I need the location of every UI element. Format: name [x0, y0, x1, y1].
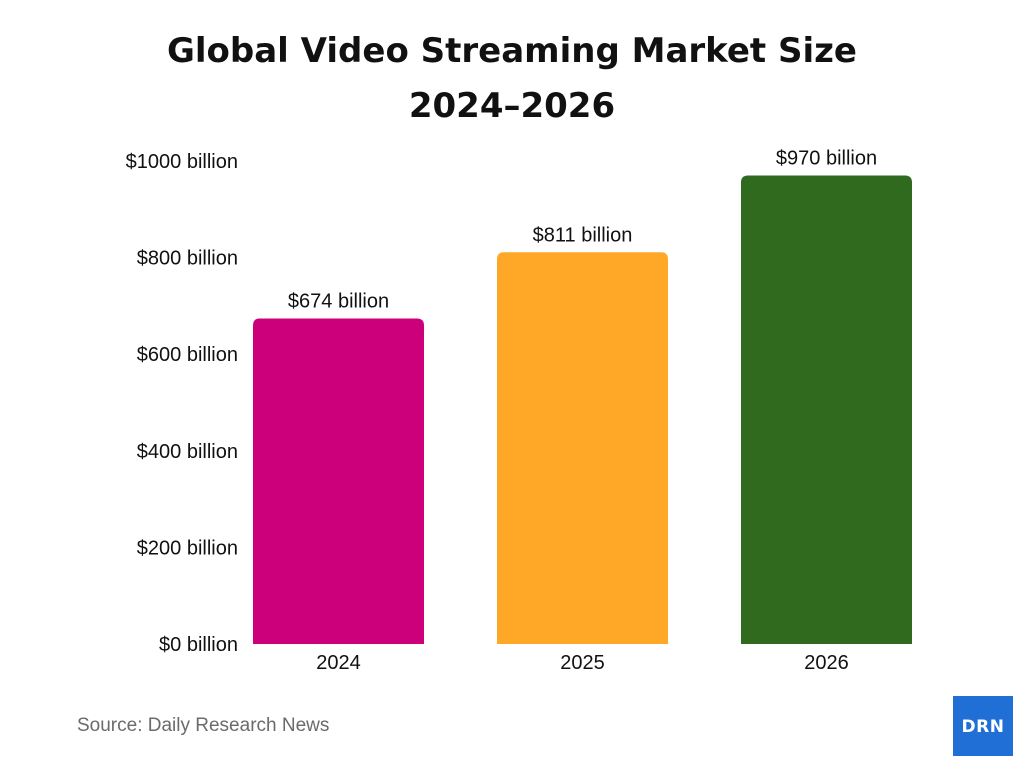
chart-title-line1: Global Video Streaming Market Size: [167, 31, 857, 71]
y-tick-label: $200 billion: [137, 537, 238, 559]
y-tick-label: $600 billion: [137, 344, 238, 366]
bar-2025: [497, 252, 668, 645]
drn-logo-background: [953, 696, 1013, 756]
bar-value-label: $674 billion: [288, 290, 389, 312]
source-text: Source: Daily Research News: [77, 715, 329, 736]
x-axis-label: 2026: [804, 652, 849, 674]
y-axis-ticks: $0 billion $200 billion $400 billion $600 b…: [126, 151, 238, 656]
bar-value-label: $970 billion: [776, 147, 877, 169]
chart-title-line2: 2024–2026: [409, 86, 615, 126]
y-tick-label: $1000 billion: [126, 151, 238, 173]
y-tick-label: $800 billion: [137, 248, 238, 270]
x-axis-label: 2025: [560, 652, 605, 674]
y-tick-label: $400 billion: [137, 441, 238, 463]
bar-value-label: $811 billion: [533, 224, 633, 246]
x-axis-labels: 2024 2025 2026: [316, 652, 849, 674]
bar-2026: [741, 175, 912, 645]
y-tick-label: $0 billion: [159, 634, 238, 656]
drn-logo-text: DRN: [962, 717, 1005, 737]
x-axis-label: 2024: [316, 652, 361, 674]
value-labels-group: $674 billion $811 billion $970 billion: [288, 147, 877, 312]
bar-2024: [253, 318, 424, 644]
bars-group: [253, 175, 912, 645]
drn-logo: DRN: [953, 696, 1013, 756]
